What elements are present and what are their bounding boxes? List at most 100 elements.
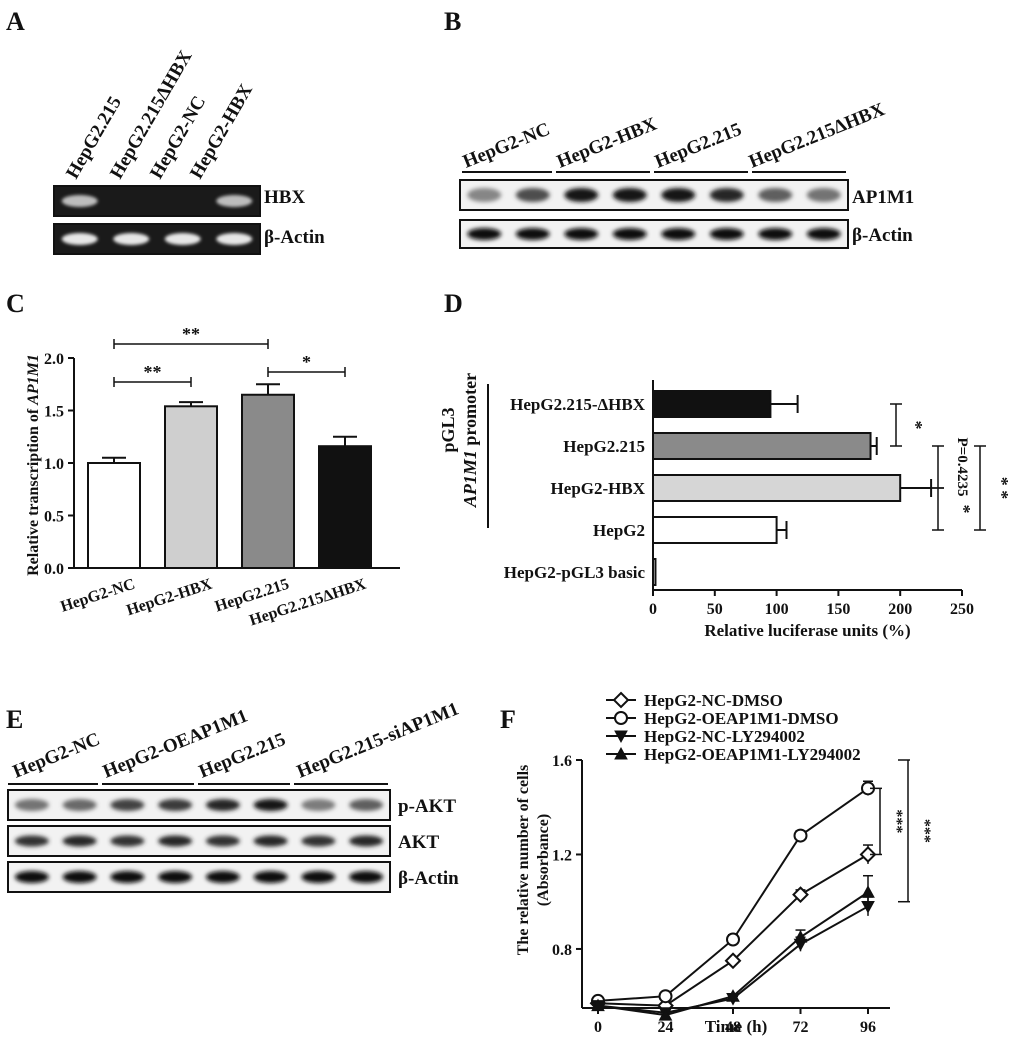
band bbox=[349, 835, 384, 847]
significance-label: *** bbox=[916, 819, 933, 843]
y-tick-label: 0.5 bbox=[44, 509, 64, 526]
band bbox=[14, 871, 49, 883]
y-tick-label: 2.0 bbox=[44, 351, 64, 368]
panel-letter-e: E bbox=[6, 705, 23, 734]
band bbox=[158, 835, 193, 847]
band bbox=[158, 871, 193, 883]
gel-band bbox=[164, 233, 201, 245]
data-point bbox=[658, 989, 673, 1004]
panel-letter-c: C bbox=[6, 289, 25, 318]
bar bbox=[652, 558, 657, 586]
panel-e-blot: HepG2-NC HepG2-OEAP1M1 HepG2.215 HepG2.2… bbox=[7, 699, 462, 893]
band bbox=[467, 188, 502, 202]
band bbox=[205, 871, 240, 883]
x-tick-label: 48 bbox=[725, 1019, 741, 1036]
data-point bbox=[793, 828, 808, 843]
band-label-beta-actin: β-Actin bbox=[852, 225, 913, 246]
legend-label: HepG2-OEAP1M1-DMSO bbox=[644, 709, 839, 728]
y-tick-label: 1.5 bbox=[44, 404, 64, 421]
group-label: HepG2.215 bbox=[652, 119, 745, 173]
band bbox=[301, 871, 336, 883]
band bbox=[349, 799, 384, 811]
legend-label: HepG2-OEAP1M1-LY294002 bbox=[644, 745, 861, 764]
band bbox=[806, 228, 841, 240]
data-point bbox=[726, 989, 740, 1002]
band bbox=[205, 799, 240, 811]
x-tick-label: 72 bbox=[793, 1019, 809, 1036]
gel-band bbox=[61, 233, 98, 245]
legend-marker bbox=[614, 730, 628, 744]
group-labels: HepG2-NC HepG2-OEAP1M1 HepG2.215 HepG2.2… bbox=[10, 699, 462, 783]
panel-d-bar-chart: 0 50 100 150 200 250 Relative luciferase units… bbox=[438, 373, 1012, 640]
y-tick-label: 0.8 bbox=[552, 942, 572, 959]
data-point bbox=[792, 886, 809, 904]
data-point bbox=[724, 952, 742, 970]
group-label: HepG2-NC bbox=[460, 119, 553, 173]
data-point bbox=[726, 932, 740, 947]
lane-labels: HepG2.215 HepG2.215ΔHBX HepG2-NC HepG2-H… bbox=[62, 47, 257, 183]
gel-band bbox=[61, 195, 98, 207]
y-tick-label: HepG2.215 bbox=[563, 437, 645, 456]
y-axis-label-line2: (Absorbance) bbox=[535, 814, 552, 906]
y-tick-label: HepG2 bbox=[593, 521, 645, 540]
band-label-beta-actin: β-Actin bbox=[264, 227, 325, 248]
band bbox=[110, 799, 145, 811]
data-point bbox=[591, 998, 605, 1012]
y-tick-label: 1.2 bbox=[552, 847, 572, 864]
band bbox=[564, 188, 599, 202]
panel-a-gel: HepG2.215 HepG2.215ΔHBX HepG2-NC HepG2-H… bbox=[53, 47, 325, 255]
bar bbox=[652, 432, 872, 460]
panel-letter-b: B bbox=[444, 7, 461, 36]
band bbox=[709, 188, 744, 202]
band bbox=[661, 228, 696, 240]
band bbox=[14, 799, 49, 811]
x-tick-label: 150 bbox=[826, 601, 850, 618]
legend-marker bbox=[612, 691, 630, 709]
band bbox=[515, 228, 550, 240]
significance-label: * bbox=[954, 505, 974, 514]
x-axis-label: Relative luciferase units (%) bbox=[704, 621, 910, 640]
significance-label: P=0.4235 bbox=[954, 438, 970, 497]
x-tick-label: 100 bbox=[765, 601, 789, 618]
bar bbox=[652, 516, 778, 544]
gel-band bbox=[113, 233, 150, 245]
group-label: HepG2-HBX bbox=[554, 114, 660, 173]
significance-label: * bbox=[906, 421, 926, 430]
bar bbox=[241, 393, 295, 569]
legend-marker bbox=[614, 711, 628, 725]
legend-label: HepG2-NC-DMSO bbox=[644, 691, 783, 710]
data-point bbox=[861, 885, 875, 898]
significance-label: ** bbox=[144, 362, 162, 382]
band bbox=[110, 835, 145, 847]
group-label: HepG2-NC bbox=[10, 729, 103, 783]
bar bbox=[164, 405, 218, 569]
x-axis-label: Time (h) bbox=[705, 1017, 768, 1036]
band bbox=[62, 835, 97, 847]
significance-label: * bbox=[302, 352, 311, 372]
x-tick-label: 0 bbox=[594, 1019, 602, 1036]
y-tick-label: HepG2-pGL3 basic bbox=[504, 563, 646, 582]
bar bbox=[652, 474, 902, 502]
x-tick-label: 250 bbox=[950, 601, 974, 618]
group-labels: HepG2-NC HepG2-HBX HepG2.215 HepG2.215ΔH… bbox=[460, 99, 888, 173]
significance-label: * * bbox=[992, 477, 1012, 500]
y-tick-label: HepG2.215-ΔHBX bbox=[510, 395, 646, 414]
band bbox=[564, 228, 599, 240]
bar bbox=[318, 445, 372, 570]
panel-letter-a: A bbox=[6, 7, 25, 36]
band bbox=[758, 188, 793, 202]
band bbox=[709, 228, 744, 240]
x-tick-label: HepG2-HBX bbox=[124, 575, 214, 619]
x-tick-label: HepG2-NC bbox=[58, 576, 137, 616]
band bbox=[205, 835, 240, 847]
group-label-pgl3: pGL3 bbox=[438, 407, 458, 452]
band bbox=[758, 228, 793, 240]
x-tick-label: 0 bbox=[649, 601, 657, 618]
band-label-akt: AKT bbox=[398, 832, 440, 853]
band-label-ap1m1: AP1M1 bbox=[852, 187, 914, 208]
y-tick-label: 1.6 bbox=[552, 753, 572, 770]
group-label: HepG2.215-siAP1M1 bbox=[294, 699, 462, 783]
bar bbox=[87, 462, 141, 569]
panel-letter-d: D bbox=[444, 289, 463, 318]
band bbox=[806, 188, 841, 202]
